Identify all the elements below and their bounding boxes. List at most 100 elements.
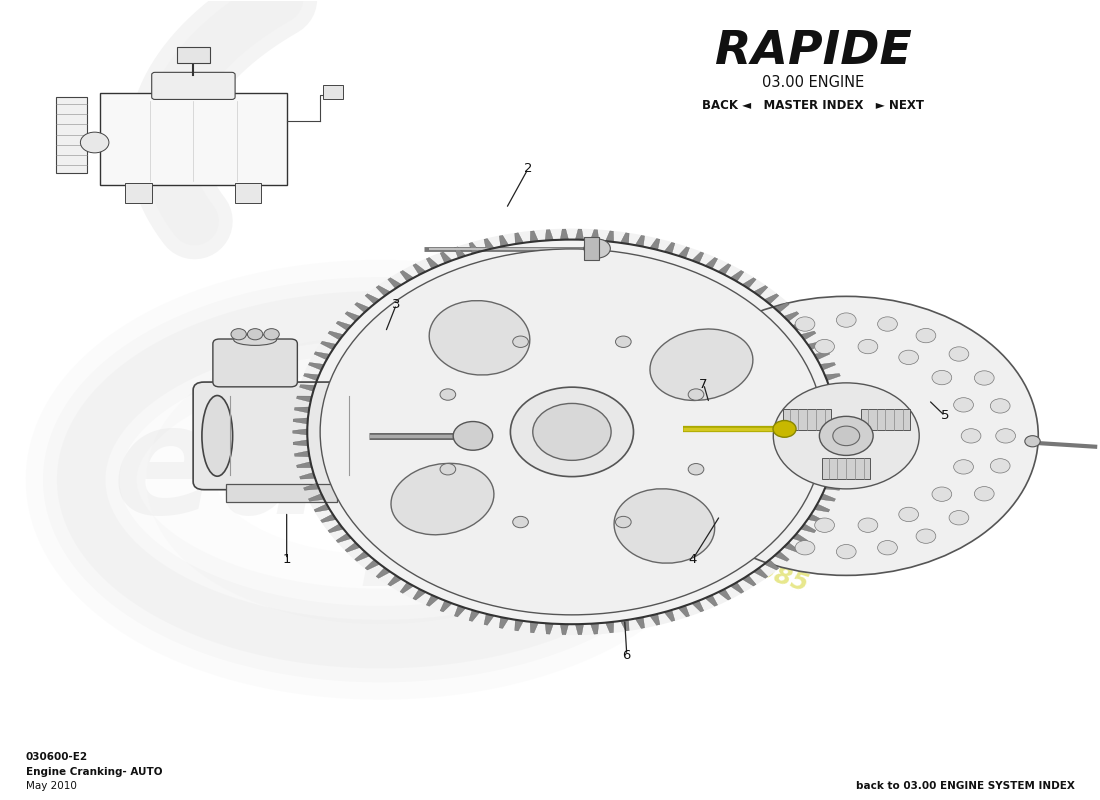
- Ellipse shape: [355, 400, 383, 472]
- Circle shape: [616, 516, 631, 528]
- Circle shape: [878, 541, 898, 555]
- Polygon shape: [792, 321, 807, 330]
- Text: 03.00 ENGINE: 03.00 ENGINE: [762, 74, 865, 90]
- Polygon shape: [605, 231, 614, 242]
- Ellipse shape: [650, 329, 752, 401]
- Polygon shape: [635, 235, 645, 246]
- Polygon shape: [754, 286, 768, 296]
- Polygon shape: [320, 342, 337, 350]
- Ellipse shape: [614, 489, 715, 563]
- Polygon shape: [692, 252, 704, 263]
- Polygon shape: [801, 524, 816, 533]
- Polygon shape: [297, 462, 312, 468]
- Circle shape: [990, 398, 1010, 413]
- Circle shape: [264, 329, 279, 340]
- Circle shape: [954, 460, 974, 474]
- Circle shape: [975, 486, 994, 501]
- Circle shape: [654, 296, 1038, 575]
- Polygon shape: [427, 595, 439, 606]
- Circle shape: [858, 339, 878, 354]
- Polygon shape: [783, 312, 799, 322]
- Text: BACK ◄   MASTER INDEX   ► NEXT: BACK ◄ MASTER INDEX ► NEXT: [702, 98, 924, 112]
- Circle shape: [724, 510, 744, 525]
- Circle shape: [996, 429, 1015, 443]
- Circle shape: [932, 487, 952, 502]
- Polygon shape: [730, 582, 744, 594]
- Polygon shape: [308, 362, 324, 370]
- Polygon shape: [469, 242, 480, 254]
- FancyBboxPatch shape: [213, 339, 297, 387]
- Polygon shape: [293, 418, 308, 424]
- Polygon shape: [620, 620, 629, 631]
- Circle shape: [689, 463, 704, 475]
- Circle shape: [248, 329, 263, 340]
- Polygon shape: [774, 302, 789, 313]
- Polygon shape: [427, 258, 439, 269]
- Polygon shape: [365, 560, 380, 570]
- Polygon shape: [807, 342, 823, 350]
- Polygon shape: [835, 407, 849, 413]
- FancyBboxPatch shape: [783, 409, 832, 430]
- Polygon shape: [764, 294, 779, 304]
- Circle shape: [975, 371, 994, 385]
- Text: May 2010: May 2010: [25, 781, 76, 791]
- Circle shape: [899, 507, 918, 522]
- Circle shape: [795, 541, 815, 555]
- Polygon shape: [836, 440, 850, 446]
- Polygon shape: [560, 624, 569, 634]
- Polygon shape: [376, 286, 390, 296]
- Polygon shape: [412, 264, 426, 275]
- Circle shape: [320, 249, 824, 615]
- Polygon shape: [530, 231, 538, 242]
- Polygon shape: [365, 294, 380, 304]
- Circle shape: [833, 426, 860, 446]
- Polygon shape: [440, 601, 452, 612]
- Polygon shape: [560, 229, 569, 240]
- FancyBboxPatch shape: [226, 484, 337, 502]
- Circle shape: [954, 398, 974, 412]
- Text: 6: 6: [623, 649, 631, 662]
- Polygon shape: [388, 278, 401, 289]
- Circle shape: [949, 347, 969, 361]
- Circle shape: [698, 371, 718, 385]
- Circle shape: [584, 239, 610, 258]
- Text: 5: 5: [940, 410, 949, 422]
- Circle shape: [773, 383, 920, 489]
- Circle shape: [990, 458, 1010, 473]
- Circle shape: [513, 336, 528, 347]
- Circle shape: [231, 329, 246, 340]
- Polygon shape: [742, 278, 756, 289]
- Polygon shape: [764, 560, 779, 570]
- Ellipse shape: [233, 334, 276, 346]
- Polygon shape: [820, 494, 836, 502]
- Circle shape: [815, 339, 835, 354]
- Polygon shape: [440, 252, 452, 263]
- Ellipse shape: [429, 301, 530, 375]
- Polygon shape: [605, 622, 614, 633]
- Polygon shape: [546, 230, 553, 241]
- FancyBboxPatch shape: [235, 183, 262, 203]
- Polygon shape: [328, 331, 343, 340]
- Circle shape: [719, 398, 739, 412]
- Text: a passion for parts since 1985: a passion for parts since 1985: [399, 442, 811, 597]
- Circle shape: [682, 398, 702, 413]
- Circle shape: [836, 545, 856, 559]
- Polygon shape: [801, 331, 816, 340]
- Polygon shape: [515, 620, 524, 631]
- Polygon shape: [792, 534, 807, 542]
- Polygon shape: [807, 514, 823, 522]
- Polygon shape: [499, 235, 508, 246]
- FancyBboxPatch shape: [100, 93, 287, 185]
- Text: 030600-E2: 030600-E2: [25, 752, 88, 762]
- Text: back to 03.00 ENGINE SYSTEM INDEX: back to 03.00 ENGINE SYSTEM INDEX: [856, 781, 1075, 791]
- Polygon shape: [297, 396, 312, 402]
- FancyBboxPatch shape: [56, 97, 87, 173]
- Polygon shape: [664, 242, 675, 254]
- Text: RAPIDE: RAPIDE: [715, 30, 912, 74]
- Polygon shape: [814, 352, 829, 360]
- Polygon shape: [718, 264, 732, 275]
- FancyBboxPatch shape: [194, 382, 385, 490]
- Polygon shape: [825, 483, 840, 490]
- Polygon shape: [376, 568, 390, 578]
- Polygon shape: [650, 614, 660, 626]
